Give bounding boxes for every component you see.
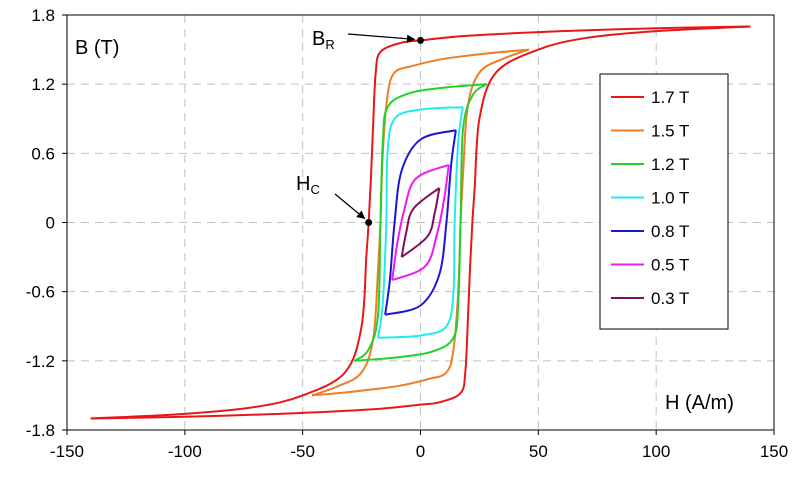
curve-0-5-t-upper-branch [391, 163, 450, 281]
legend-label: 0.8 T [651, 222, 689, 241]
annotation-point [417, 36, 424, 44]
x-tick-label: -150 [50, 442, 84, 461]
y-tick-label: -0.6 [26, 283, 55, 302]
legend-label: 1.0 T [651, 189, 689, 208]
curve-0-8-t-upper-branch [384, 129, 457, 315]
annotation-label: HC [296, 173, 320, 197]
curve-0-3-t-upper-branch [400, 187, 440, 258]
annotation-point [365, 219, 373, 226]
y-tick-label: 0 [46, 214, 55, 233]
curve-1-2-t-lower-branch [354, 83, 488, 362]
x-tick-label: 50 [529, 442, 548, 461]
curve-0-8-t-lower-branch [384, 130, 457, 316]
y-axis-label: B (T) [75, 37, 119, 59]
x-tick-label: -50 [290, 442, 315, 461]
annotation-arrow [334, 193, 366, 220]
x-tick-label: 150 [760, 442, 788, 461]
hysteresis-curves [90, 25, 751, 420]
y-tick-label: 1.8 [31, 6, 55, 25]
curve-1-0-t-upper-branch [377, 106, 463, 338]
y-tick-label: 0.6 [31, 144, 55, 163]
y-tick-labels: -1.8 -1.2 -0.6 0 0.6 1.2 1.8 [26, 6, 67, 440]
x-tick-label: 0 [416, 442, 425, 461]
x-axis-label: H (A/m) [665, 392, 734, 414]
annotation-label: BR [312, 28, 335, 52]
curve-1-2-t-upper-branch [353, 83, 487, 362]
legend: 1.7 T 1.5 T 1.2 T 1.0 T 0.8 T 0.5 T 0.3 T [599, 73, 729, 330]
curve-1-7-t-upper-branch [90, 25, 751, 420]
y-tick-label: 1.2 [31, 75, 55, 94]
legend-label: 0.5 T [651, 256, 689, 275]
curve-1-7-t-lower-branch [90, 25, 751, 420]
y-tick-label: -1.2 [26, 352, 55, 371]
legend-label: 0.3 T [651, 289, 689, 308]
legend-box [599, 73, 729, 330]
y-tick-label: -1.8 [26, 421, 55, 440]
curve-0-3-t-lower-branch [401, 187, 441, 258]
legend-label: 1.7 T [651, 88, 689, 107]
curve-1-0-t-lower-branch [378, 107, 464, 339]
annotation-arrow [347, 33, 416, 43]
legend-label: 1.5 T [651, 122, 689, 141]
x-tick-label: 100 [642, 442, 670, 461]
x-tick-labels: -150 -100 -50 0 50 100 150 [50, 430, 788, 461]
x-tick-label: -100 [168, 442, 202, 461]
legend-label: 1.2 T [651, 155, 689, 174]
curve-0-5-t-lower-branch [391, 164, 450, 282]
annotations: BR HC [296, 28, 424, 226]
